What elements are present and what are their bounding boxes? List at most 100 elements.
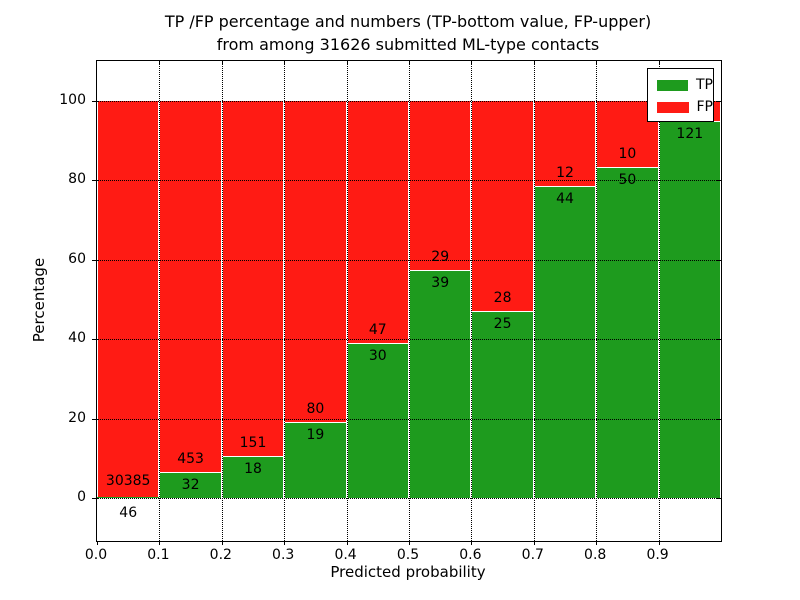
y-tick-mark (92, 180, 96, 182)
tp-count-label: 19 (306, 426, 325, 443)
x-tick-mark-top (471, 61, 473, 65)
x-tick-label: 0.5 (396, 547, 420, 563)
bar-segment-tp (284, 421, 347, 498)
x-tick-label: 0.3 (272, 547, 295, 563)
x-tick-mark-top (533, 61, 535, 65)
bar-segment-tp (471, 310, 534, 498)
x-gridline (409, 61, 410, 541)
bar-segment-fp (346, 101, 409, 344)
y-tick-mark (92, 101, 96, 102)
legend-label-tp: TP (696, 77, 713, 93)
bar-segment-tp (346, 343, 409, 498)
y-tick-mark-right (717, 418, 721, 420)
y-tick-label: 80 (68, 171, 86, 188)
y-tick-mark-right (717, 498, 721, 499)
x-gridline (658, 61, 660, 541)
y-tick-label: 60 (68, 250, 86, 267)
bar-segment-tp (596, 167, 659, 498)
y-tick-mark-right (717, 259, 721, 261)
legend: TP FP (647, 68, 714, 122)
bar-segment-fp (221, 101, 285, 456)
fp-count-label: 28 (493, 289, 512, 306)
x-tick-mark-top (658, 61, 660, 65)
legend-entry-tp: TP (657, 74, 713, 96)
x-tick-label: 0.2 (209, 547, 232, 563)
chart-title: TP /FP percentage and numbers (TP-bottom… (8, 10, 800, 56)
x-tick-label: 0.9 (646, 547, 669, 563)
x-tick-mark (533, 541, 535, 545)
fp-count-label: 29 (431, 249, 450, 266)
bar-segment-fp (159, 101, 222, 472)
y-tick-mark (92, 339, 96, 341)
legend-label-fp: FP (696, 99, 714, 115)
tp-count-label: 30 (368, 348, 387, 365)
y-axis-label: Percentage (30, 257, 48, 343)
y-tick-mark-right (717, 180, 721, 182)
fp-count-label: 80 (306, 400, 325, 417)
x-axis-label: Predicted probability (330, 563, 486, 581)
x-tick-mark (346, 541, 348, 545)
tp-count-label: 50 (618, 172, 637, 189)
y-tick-mark-right (717, 339, 721, 341)
bar-segment-tp (221, 455, 285, 498)
tp-count-label: 18 (244, 460, 262, 477)
x-gridline (596, 61, 598, 541)
x-gridline (159, 61, 161, 541)
bar-segment-fp (471, 101, 534, 311)
tp-count-label: 44 (556, 191, 574, 208)
x-tick-mark-top (596, 61, 598, 65)
x-tick-label: 0.7 (521, 547, 544, 563)
fp-count-label: 453 (177, 450, 204, 467)
tp-count-label: 32 (181, 476, 200, 493)
x-tick-mark-top (409, 61, 410, 65)
x-tick-mark (596, 541, 598, 545)
legend-swatch-fp (657, 101, 689, 113)
bar-segment-tp (409, 270, 472, 498)
y-tick-label: 40 (68, 330, 86, 347)
y-tick-label: 0 (77, 489, 86, 505)
x-gridline (533, 61, 535, 541)
y-tick-mark (92, 259, 96, 261)
bar-segment-fp (596, 101, 659, 168)
x-tick-mark-top (159, 61, 161, 65)
legend-entry-fp: FP (657, 96, 713, 118)
x-tick-mark (409, 541, 410, 545)
x-tick-label: 0.6 (459, 547, 482, 563)
bar-segment-tp (97, 497, 160, 498)
y-tick-label: 100 (59, 92, 86, 108)
fp-count-label: 12 (556, 165, 574, 182)
tp-count-label: 25 (493, 315, 512, 332)
bar-segment-tp (533, 186, 597, 498)
x-tick-mark (284, 541, 286, 545)
y-tick-mark (92, 498, 96, 499)
y-tick-mark (92, 418, 96, 420)
x-tick-label: 0.1 (147, 547, 170, 563)
x-tick-label: 0.0 (84, 547, 108, 563)
tp-count-label: 39 (431, 275, 450, 292)
x-gridline (346, 61, 348, 541)
x-tick-mark-top (284, 61, 286, 65)
x-tick-label: 0.8 (584, 547, 607, 563)
bar-segment-fp (533, 101, 597, 187)
x-gridline (284, 61, 286, 541)
bar-segment-fp (97, 101, 160, 498)
x-gridline (471, 61, 473, 541)
y-tick-mark-right (717, 101, 721, 102)
bar-segment-fp (284, 101, 347, 422)
fp-count-label: 47 (368, 322, 387, 339)
x-tick-mark (97, 541, 98, 545)
plot-area: TP FP 30385 46 453 32 151 18 80 19 47 30 29 39 28 25 12… (92, 60, 722, 545)
bar-segment-fp (409, 101, 472, 271)
x-tick-mark-top (221, 61, 223, 65)
tp-count-label: 121 (676, 125, 704, 142)
chart-title-line1: TP /FP percentage and numbers (TP-bottom… (164, 12, 652, 31)
fp-count-label: 30385 (105, 473, 151, 490)
bar-segment-tp (658, 120, 721, 498)
x-tick-mark (471, 541, 473, 545)
fp-count-label: 151 (239, 434, 267, 451)
y-tick-label: 20 (68, 409, 86, 426)
fp-count-label: 10 (618, 146, 637, 163)
x-tick-mark (658, 541, 660, 545)
x-tick-label: 0.4 (334, 547, 357, 563)
